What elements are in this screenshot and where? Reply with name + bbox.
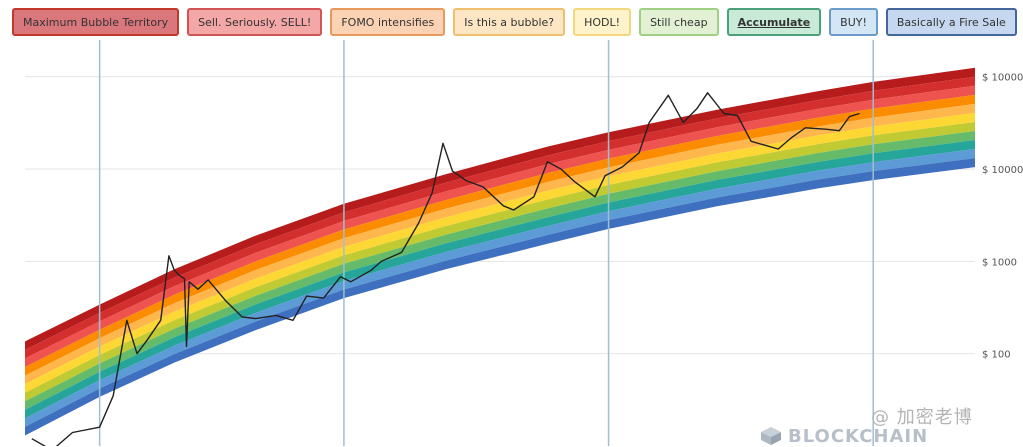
brand-text: BLOCKCHAIN: [788, 425, 929, 447]
y-tick-label-2: $ 10000: [982, 165, 1023, 176]
rainbow-legend: Maximum Bubble Territory Sell. Seriously.…: [12, 8, 1017, 36]
y-tick-label-3: $ 100000: [982, 73, 1023, 84]
halving-lines: [98, 40, 874, 446]
legend-button-7[interactable]: BUY!: [829, 8, 878, 36]
blockchain-logo-icon: [761, 427, 781, 445]
legend-button-6[interactable]: Accumulate: [726, 8, 822, 36]
legend-button-8[interactable]: Basically a Fire Sale: [885, 8, 1017, 36]
legend-button-2[interactable]: FOMO intensifies: [330, 8, 446, 36]
blockchain-brand: BLOCKCHAIN: [760, 425, 929, 447]
legend-button-4[interactable]: HODL!: [573, 8, 632, 36]
legend-button-0[interactable]: Maximum Bubble Territory: [12, 8, 180, 36]
legend-button-1[interactable]: Sell. Seriously. SELL!: [187, 8, 323, 36]
price-line-0: [31, 92, 860, 446]
y-tick-label-0: $ 100: [982, 350, 1011, 361]
watermark-text: @ 加密老博: [871, 407, 973, 428]
legend-button-5[interactable]: Still cheap: [639, 8, 719, 36]
legend-button-3[interactable]: Is this a bubble?: [453, 8, 566, 36]
y-tick-label-1: $ 1000: [982, 257, 1017, 268]
y-axis-ticks: $ 100 $ 1000 $ 10000 $ 100000: [982, 73, 1023, 361]
price-series: [31, 92, 860, 446]
